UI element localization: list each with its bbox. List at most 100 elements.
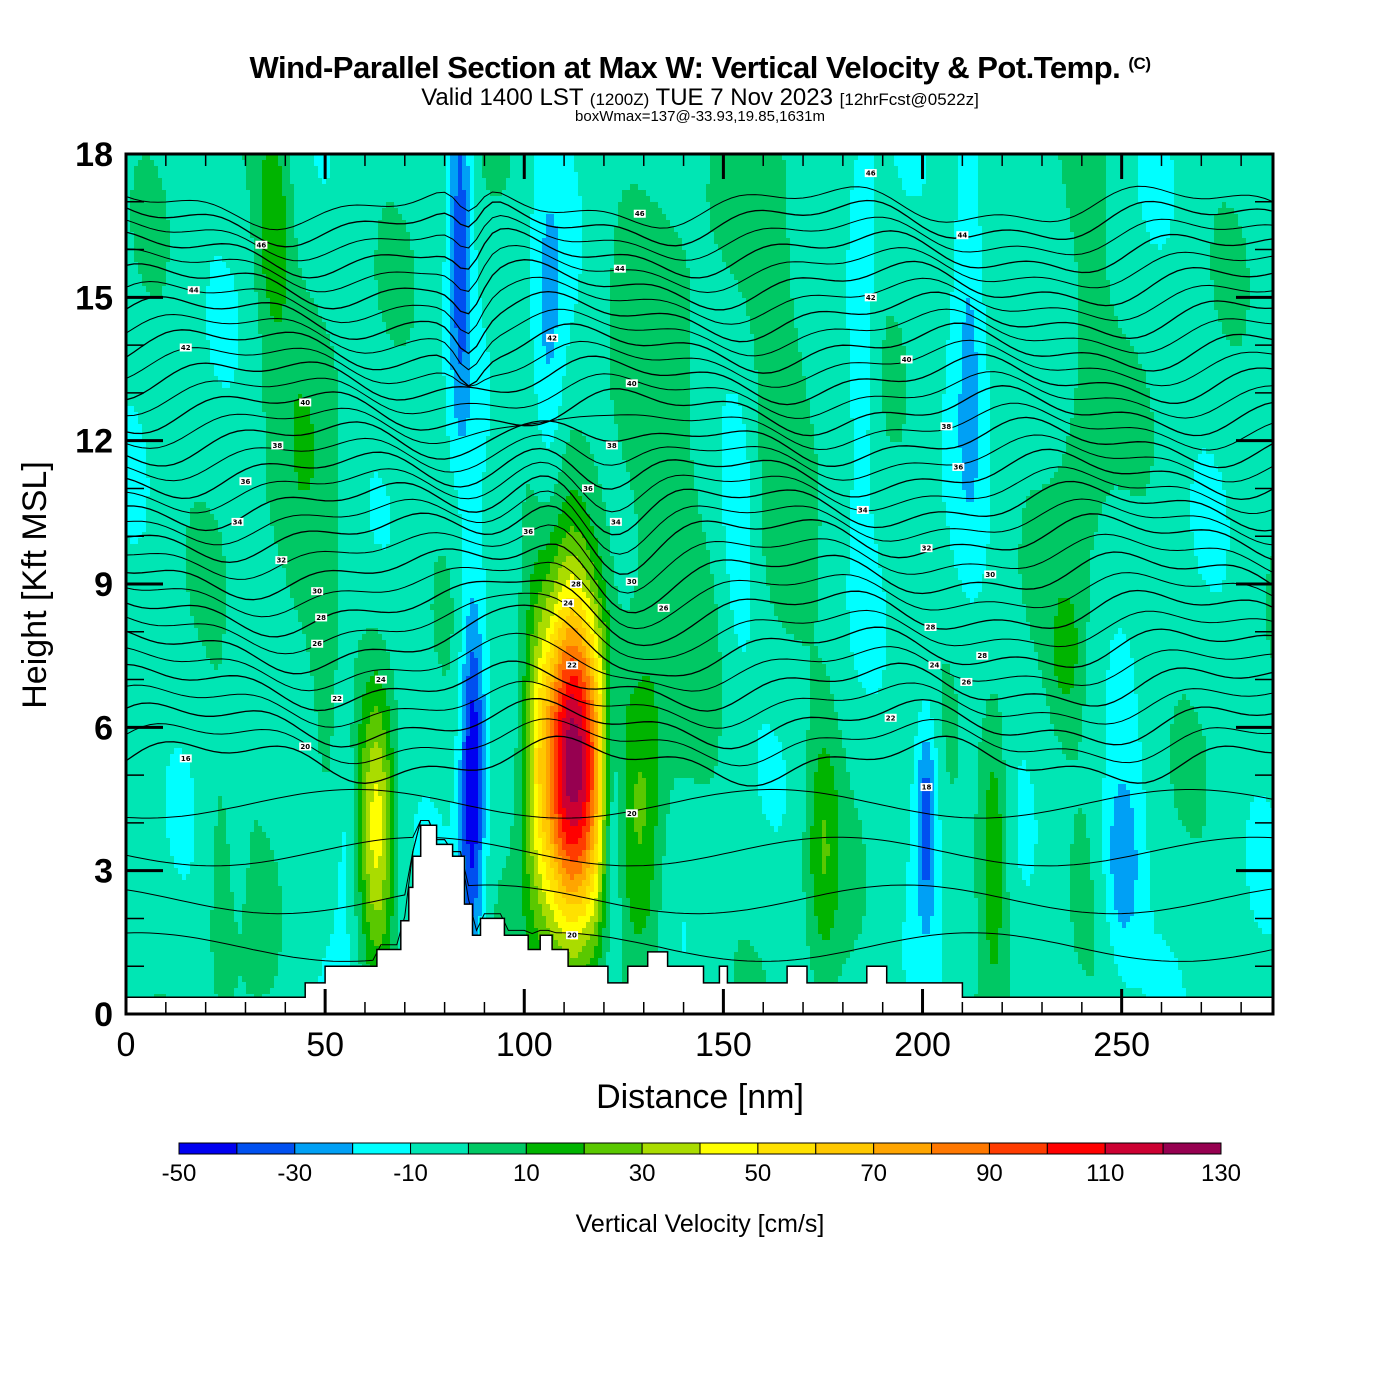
field-cell bbox=[186, 622, 191, 629]
field-cell bbox=[166, 712, 171, 719]
field-cell bbox=[194, 376, 199, 383]
field-cell bbox=[186, 442, 191, 449]
field-cell bbox=[162, 718, 167, 725]
field-cell bbox=[214, 388, 219, 395]
field-cell bbox=[178, 202, 183, 209]
field-cell bbox=[254, 886, 259, 893]
field-cell bbox=[194, 166, 199, 173]
chart-title: Wind-Parallel Section at Max W: Vertical… bbox=[0, 50, 1400, 86]
field-cell bbox=[126, 502, 131, 509]
field-cell bbox=[182, 334, 187, 341]
field-cell bbox=[210, 562, 215, 569]
field-cell bbox=[250, 178, 255, 185]
field-cell bbox=[126, 592, 131, 599]
field-cell bbox=[194, 172, 199, 179]
field-cell bbox=[186, 514, 191, 521]
field-cell bbox=[250, 916, 255, 923]
field-cell bbox=[238, 292, 243, 299]
field-cell bbox=[198, 574, 203, 581]
field-cell bbox=[250, 208, 255, 215]
field-cell bbox=[162, 694, 167, 701]
field-cell bbox=[174, 868, 179, 875]
field-cell bbox=[222, 742, 227, 749]
field-cell bbox=[238, 700, 243, 707]
field-cell bbox=[178, 460, 183, 467]
field-cell bbox=[214, 166, 219, 173]
field-cell bbox=[218, 508, 223, 515]
field-cell bbox=[202, 784, 207, 791]
field-cell bbox=[206, 250, 211, 257]
field-cell bbox=[190, 550, 195, 557]
field-cell bbox=[246, 310, 251, 317]
field-cell bbox=[210, 670, 215, 677]
field-cell bbox=[198, 166, 203, 173]
field-cell bbox=[194, 988, 199, 995]
field-cell bbox=[182, 550, 187, 557]
field-cell bbox=[198, 160, 203, 167]
field-cell bbox=[226, 820, 231, 827]
field-cell bbox=[134, 514, 139, 521]
field-cell bbox=[218, 928, 223, 935]
field-cell bbox=[126, 280, 131, 287]
field-cell bbox=[194, 880, 199, 887]
field-cell bbox=[182, 238, 187, 245]
field-cell bbox=[206, 700, 211, 707]
field-cell bbox=[142, 328, 147, 335]
field-cell bbox=[254, 934, 259, 941]
field-cell bbox=[194, 178, 199, 185]
field-cell bbox=[238, 772, 243, 779]
field-cell bbox=[146, 586, 151, 593]
field-cell bbox=[198, 292, 203, 299]
field-cell bbox=[242, 232, 247, 239]
field-cell bbox=[166, 706, 171, 713]
field-cell bbox=[166, 274, 171, 281]
field-cell bbox=[206, 646, 211, 653]
field-cell bbox=[194, 958, 199, 965]
field-cell bbox=[246, 832, 251, 839]
field-cell bbox=[170, 754, 175, 761]
field-cell bbox=[230, 928, 235, 935]
field-cell bbox=[178, 166, 183, 173]
field-cell bbox=[242, 298, 247, 305]
field-cell bbox=[234, 814, 239, 821]
field-cell bbox=[230, 628, 235, 635]
field-cell bbox=[246, 616, 251, 623]
field-cell bbox=[166, 724, 171, 731]
field-cell bbox=[198, 340, 203, 347]
field-cell bbox=[130, 838, 135, 845]
field-cell bbox=[174, 532, 179, 539]
field-cell bbox=[234, 916, 239, 923]
field-cell bbox=[202, 712, 207, 719]
field-cell bbox=[222, 442, 227, 449]
field-cell bbox=[162, 664, 167, 671]
field-cell bbox=[186, 652, 191, 659]
field-cell bbox=[174, 580, 179, 587]
field-cell bbox=[190, 856, 195, 863]
field-cell bbox=[142, 406, 147, 413]
field-cell bbox=[206, 790, 211, 797]
field-cell bbox=[158, 898, 163, 905]
field-cell bbox=[234, 442, 239, 449]
field-cell bbox=[178, 694, 183, 701]
field-cell bbox=[182, 436, 187, 443]
field-cell bbox=[126, 778, 131, 785]
field-cell bbox=[238, 892, 243, 899]
field-cell bbox=[126, 982, 131, 989]
field-cell bbox=[174, 856, 179, 863]
field-cell bbox=[166, 256, 171, 263]
field-cell bbox=[210, 442, 215, 449]
field-cell bbox=[258, 820, 263, 827]
field-cell bbox=[242, 766, 247, 773]
field-cell bbox=[146, 802, 151, 809]
field-cell bbox=[218, 742, 223, 749]
field-cell bbox=[154, 430, 159, 437]
field-cell bbox=[198, 964, 203, 971]
field-cell bbox=[158, 514, 163, 521]
field-cell bbox=[246, 922, 251, 929]
field-cell bbox=[210, 628, 215, 635]
field-cell bbox=[210, 988, 215, 995]
field-cell bbox=[242, 970, 247, 977]
field-cell bbox=[182, 370, 187, 377]
field-cell bbox=[146, 916, 151, 923]
field-cell bbox=[206, 382, 211, 389]
